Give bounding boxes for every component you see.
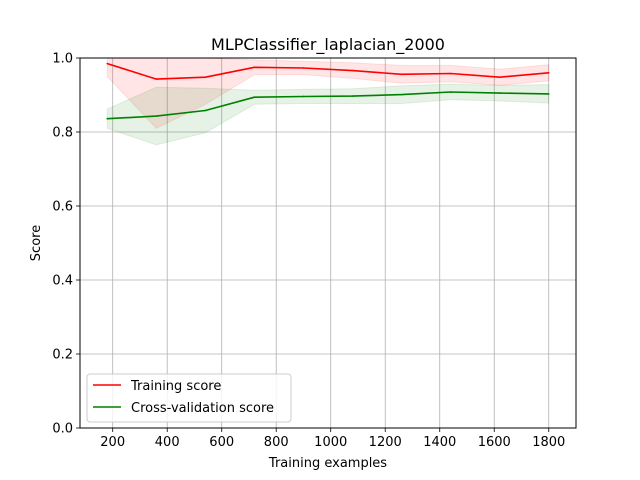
x-tick-label: 1400 (423, 435, 456, 450)
line-cross-validation-score (107, 91, 549, 120)
x-tick-label: 1600 (478, 435, 511, 450)
point-cross-validation-score (400, 93, 403, 96)
x-tick-label: 1800 (532, 435, 565, 450)
legend-label-training-score: Training score (130, 379, 221, 394)
point-training-score (400, 73, 403, 76)
point-training-score (106, 62, 109, 65)
point-training-score (498, 76, 501, 79)
point-cross-validation-score (204, 109, 207, 112)
y-tick-label: 0.8 (52, 126, 73, 141)
point-cross-validation-score (351, 95, 354, 97)
point-cross-validation-score (155, 115, 158, 117)
legend-label-cross-validation-score: Cross-validation score (131, 401, 274, 416)
point-cross-validation-score (498, 92, 501, 94)
x-tick-label: 600 (209, 435, 234, 450)
y-axis-label: Score (29, 225, 44, 261)
y-tick-label: 0.4 (52, 274, 73, 289)
x-tick-label: 800 (264, 435, 289, 450)
x-tick-label: 1000 (314, 435, 347, 450)
y-tick-label: 0.6 (52, 200, 73, 215)
point-training-score (351, 69, 354, 72)
y-tick-label: 0.2 (52, 348, 73, 363)
point-training-score (302, 67, 305, 69)
y-tick-label: 0.0 (52, 422, 73, 437)
x-tick-label: 1200 (369, 435, 402, 450)
band-cross-validation-score (106, 83, 550, 146)
legend-box (86, 373, 292, 423)
point-training-score (547, 72, 550, 74)
point-training-score (155, 78, 158, 80)
confidence-bands (106, 58, 550, 146)
axis-ticks: 200 400 600 800 1000 1200 1400 1600 1800 0.0 0.2 0.… (52, 52, 565, 451)
point-training-score (449, 72, 452, 75)
band-training-score (106, 58, 550, 129)
point-cross-validation-score (547, 93, 550, 95)
x-axis-label: Training examples (268, 456, 387, 471)
line-training-score (107, 62, 549, 80)
point-training-score (204, 76, 207, 79)
legend: Training score Cross-validation score (86, 373, 292, 423)
chart-title: MLPClassifier_laplacian_2000 (211, 35, 445, 55)
point-cross-validation-score (449, 91, 452, 93)
point-cross-validation-score (302, 95, 305, 98)
series-lines (106, 62, 550, 120)
point-cross-validation-score (106, 117, 109, 120)
y-tick-label: 1.0 (52, 52, 73, 67)
x-tick-label: 200 (100, 435, 125, 450)
point-training-score (253, 66, 256, 69)
plot-frame (79, 57, 577, 429)
point-cross-validation-score (253, 96, 256, 99)
x-tick-label: 400 (155, 435, 180, 450)
